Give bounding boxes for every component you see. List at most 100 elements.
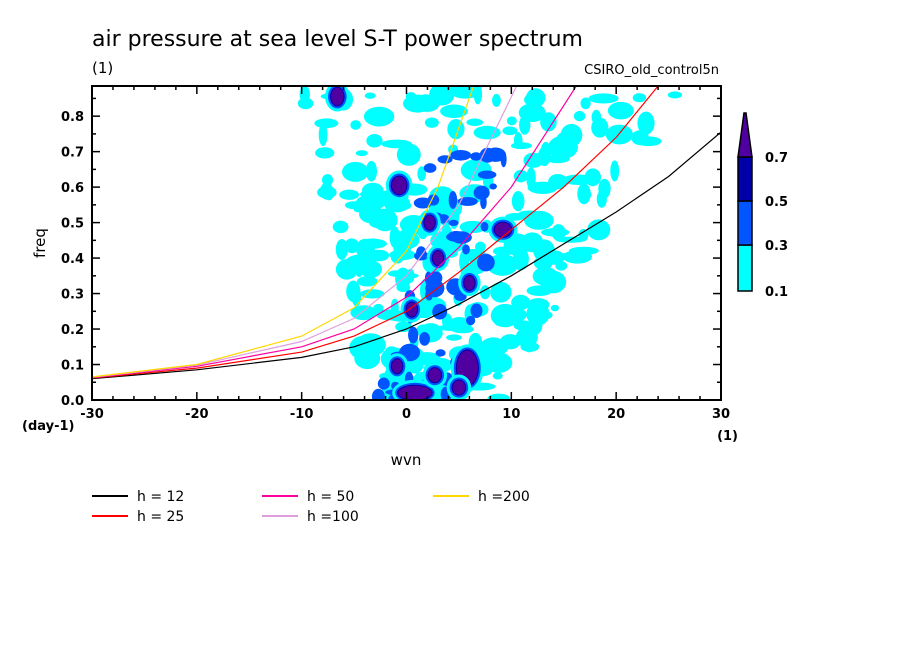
y-tick-label: 0.8 [61,110,84,125]
contour-blob [512,239,528,264]
contour-blob [568,246,599,255]
contour-blob [396,143,421,166]
contour-blob [339,189,360,200]
series-line-1 [92,86,659,379]
contour-blob [450,149,472,161]
contour-blob [489,183,497,190]
contour-blob [354,347,381,370]
colorbar: 0.1 0.3 0.5 0.7 [737,112,788,300]
series-line-2 [92,86,577,379]
contour-blob [448,191,458,209]
contour-blob [440,104,468,119]
contour-blob [551,224,566,241]
contour-blob [417,166,427,182]
contour-blob [515,327,538,348]
contour-blob [476,253,495,272]
contour-blob [562,174,595,186]
legend-label-4: h =200 [478,489,530,505]
contour-blob [494,222,512,237]
contour-blob [540,112,557,132]
contour-blob [419,332,430,346]
contour-blob [341,161,369,182]
contour-blob [556,252,581,261]
contour-blob [533,310,553,320]
legend: h = 12 h = 25 h = 50 h =100 h =200 [92,489,530,525]
contour-blob [371,388,385,400]
contour-blob [423,163,437,173]
contour-blob [519,115,531,135]
contour-blob [499,306,527,323]
contour-blob [525,88,546,108]
contour-blob [377,377,390,390]
contour-blob [473,86,483,105]
contour-blob [413,197,433,209]
contour-blob [413,352,441,363]
contour-blob [381,139,412,149]
x-axis-label: wvn [391,451,422,469]
y-tick-label: 0.5 [61,217,84,232]
series-line-3 [92,86,518,378]
contour-blob [446,334,462,341]
contour-blob [405,91,417,101]
contour-blob [335,258,358,280]
contour-blob [376,309,405,321]
contour-blob [317,185,337,199]
contour-blob [398,385,432,400]
contour-blob [369,249,390,262]
contour-blob [332,220,349,234]
contour-blob [605,124,634,145]
contour-blob [580,97,591,110]
contour-blob [466,118,484,127]
contour-blob [364,92,376,99]
x-tick-label: 20 [607,407,625,422]
contour-blob [355,238,376,259]
y-axis-label: freq [31,228,49,258]
contour-blob [395,321,413,333]
contour-blob [492,372,503,380]
legend-label-2: h = 50 [307,489,354,505]
contour-blob [436,324,469,331]
legend-label-1: h = 25 [137,509,184,525]
y-tick-label: 0.2 [61,323,84,338]
contour-blob [667,91,683,99]
contour-blob [366,134,383,148]
contour-blob [506,116,517,126]
contour-blob [396,272,419,279]
contour-blob [315,147,335,159]
contour-blob [533,239,555,263]
contour-blob [591,109,602,125]
contour-blob [360,289,385,299]
colorbar-segment [737,244,753,292]
contour-blob [523,152,544,168]
contour-blob [408,326,419,344]
y-tick-label: 0.3 [61,288,84,303]
chart-title: air pressure at sea level S-T power spec… [92,27,583,52]
contour-blob [480,221,489,232]
chart-subtitle: (1) [92,59,113,77]
y-tick-label: 0.6 [61,181,84,196]
contour-blob [424,215,435,230]
contour-blob [499,334,521,350]
contour-blob [532,266,559,286]
run-label: CSIRO_old_control5n [584,63,719,78]
contour-blob [607,101,634,120]
x-tick-label: -30 [80,407,104,422]
contour-blob [430,271,443,285]
contour-blob [511,294,531,311]
contour-blob [314,118,339,129]
contour-blob [318,123,328,147]
contour-blob [513,132,523,150]
contour-blob [632,93,647,103]
contour-blob [363,106,395,127]
contour-blob [631,130,649,146]
contour-blob [500,151,507,168]
contour-blob [480,337,507,356]
colorbar-label: 0.5 [765,195,788,210]
y-axis-unit: (day-1) [22,419,74,434]
y-tick-label: 0.0 [61,394,84,409]
contour-blob [414,251,427,261]
contour-blob [335,238,348,260]
contour-blob [452,380,466,395]
contour-blob [502,126,518,136]
contour-blob [492,93,501,107]
